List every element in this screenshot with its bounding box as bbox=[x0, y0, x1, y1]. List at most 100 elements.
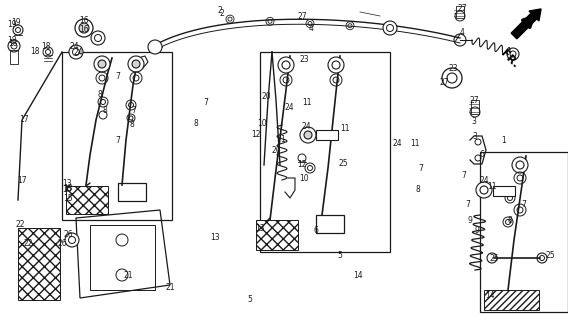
Text: 9: 9 bbox=[475, 226, 479, 235]
Circle shape bbox=[75, 19, 93, 37]
Circle shape bbox=[512, 157, 528, 173]
Bar bbox=[471, 100, 479, 114]
Text: 18: 18 bbox=[31, 47, 40, 56]
Text: 24: 24 bbox=[285, 103, 294, 112]
Circle shape bbox=[476, 182, 492, 198]
Circle shape bbox=[91, 31, 105, 45]
Circle shape bbox=[65, 233, 79, 247]
Text: 19: 19 bbox=[8, 20, 17, 28]
Text: 24: 24 bbox=[74, 48, 83, 57]
Text: 7: 7 bbox=[521, 199, 527, 209]
Text: 2: 2 bbox=[219, 9, 224, 18]
Text: 17: 17 bbox=[17, 175, 27, 185]
Circle shape bbox=[300, 127, 316, 143]
Circle shape bbox=[79, 23, 89, 33]
Text: 24: 24 bbox=[479, 175, 489, 185]
Text: 3: 3 bbox=[472, 117, 477, 126]
Text: 1: 1 bbox=[281, 135, 285, 144]
Bar bbox=[316, 215, 344, 233]
Text: 8: 8 bbox=[416, 185, 420, 194]
Text: 25: 25 bbox=[339, 159, 348, 168]
Text: 25: 25 bbox=[490, 254, 499, 263]
Text: 18: 18 bbox=[41, 42, 51, 51]
Text: 12: 12 bbox=[251, 130, 260, 139]
Text: 23: 23 bbox=[448, 63, 458, 73]
Text: 26: 26 bbox=[58, 239, 67, 248]
Text: 15: 15 bbox=[62, 185, 72, 194]
Bar bbox=[480, 152, 568, 312]
Text: 20: 20 bbox=[271, 146, 281, 155]
Circle shape bbox=[8, 40, 20, 52]
Text: 7: 7 bbox=[116, 72, 120, 81]
Text: 22: 22 bbox=[24, 239, 33, 248]
Circle shape bbox=[69, 45, 83, 59]
Text: 7: 7 bbox=[115, 135, 120, 145]
Text: 10: 10 bbox=[258, 119, 267, 128]
Text: 4: 4 bbox=[460, 28, 465, 36]
Text: 7: 7 bbox=[132, 106, 136, 115]
Text: 4: 4 bbox=[309, 24, 314, 33]
Text: 13: 13 bbox=[210, 233, 219, 242]
Text: 26: 26 bbox=[63, 229, 73, 238]
Bar bbox=[456, 6, 464, 18]
Text: 27: 27 bbox=[469, 95, 479, 105]
Text: 5: 5 bbox=[248, 295, 252, 304]
Bar bbox=[484, 290, 539, 310]
Text: 12: 12 bbox=[297, 159, 307, 169]
Circle shape bbox=[383, 21, 397, 35]
Bar bbox=[62, 52, 172, 220]
Text: 24: 24 bbox=[301, 122, 311, 131]
Text: 8: 8 bbox=[97, 90, 102, 99]
Bar bbox=[118, 183, 146, 201]
Circle shape bbox=[98, 60, 106, 68]
Text: 8: 8 bbox=[508, 215, 512, 225]
Text: 20: 20 bbox=[261, 92, 270, 100]
Text: 6: 6 bbox=[479, 149, 485, 158]
Text: 25: 25 bbox=[545, 252, 555, 260]
Circle shape bbox=[278, 57, 294, 73]
Text: 24: 24 bbox=[69, 42, 79, 51]
Bar bbox=[66, 186, 108, 214]
Bar bbox=[256, 220, 298, 250]
Text: 5: 5 bbox=[337, 252, 343, 260]
Bar bbox=[90, 225, 155, 290]
Text: 11: 11 bbox=[340, 124, 350, 132]
Circle shape bbox=[328, 57, 344, 73]
Text: 10: 10 bbox=[299, 173, 309, 182]
Text: 19: 19 bbox=[11, 18, 21, 27]
FancyArrow shape bbox=[511, 9, 541, 39]
Circle shape bbox=[128, 56, 144, 72]
Bar bbox=[260, 52, 390, 252]
Text: 7: 7 bbox=[418, 164, 423, 172]
Text: 2: 2 bbox=[218, 5, 223, 14]
Text: 8: 8 bbox=[194, 119, 198, 128]
Text: 27: 27 bbox=[298, 12, 307, 21]
Text: 16: 16 bbox=[79, 15, 89, 25]
Text: 21: 21 bbox=[124, 271, 133, 280]
Text: 27: 27 bbox=[457, 4, 467, 12]
Text: 13: 13 bbox=[63, 183, 73, 193]
Text: 8: 8 bbox=[103, 106, 107, 115]
Text: 17: 17 bbox=[19, 115, 28, 124]
Polygon shape bbox=[76, 210, 170, 298]
Circle shape bbox=[94, 56, 110, 72]
Text: FR.: FR. bbox=[499, 48, 520, 69]
Text: 13: 13 bbox=[62, 179, 72, 188]
Text: 8: 8 bbox=[130, 119, 135, 129]
Text: 16: 16 bbox=[80, 25, 89, 34]
Text: 24: 24 bbox=[393, 139, 402, 148]
Bar bbox=[493, 186, 515, 196]
Text: 11: 11 bbox=[410, 139, 419, 148]
Text: 7: 7 bbox=[466, 199, 470, 209]
Text: 1: 1 bbox=[502, 135, 507, 145]
Text: 3: 3 bbox=[473, 132, 478, 140]
Circle shape bbox=[442, 68, 462, 88]
Text: 22: 22 bbox=[15, 220, 25, 228]
Text: 18: 18 bbox=[8, 39, 17, 48]
Text: 23: 23 bbox=[299, 55, 308, 64]
Text: 18: 18 bbox=[7, 36, 16, 44]
Bar bbox=[316, 130, 338, 140]
Text: 27: 27 bbox=[440, 78, 449, 87]
Text: 11: 11 bbox=[302, 98, 311, 107]
Text: 7: 7 bbox=[462, 171, 466, 180]
